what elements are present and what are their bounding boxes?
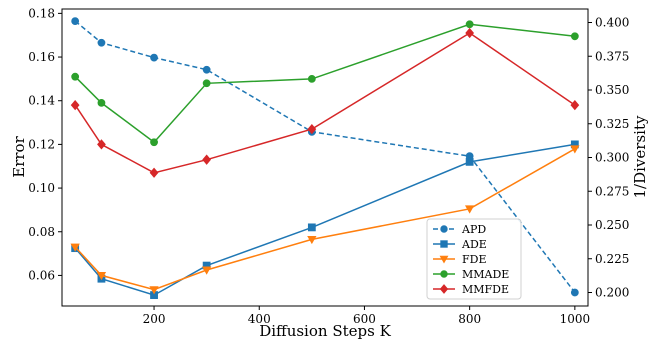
left-y-tick-label: 0.10 — [28, 181, 55, 195]
data-point-mmfde — [570, 99, 580, 111]
x-tick-label: 600 — [353, 312, 376, 326]
right-y-tick-label: 0.250 — [595, 218, 629, 232]
data-point-fde — [96, 272, 107, 281]
data-point-mmfde — [70, 99, 80, 111]
right-y-axis-title: 1/Diversity — [631, 115, 649, 198]
x-tick-label: 800 — [458, 312, 481, 326]
right-y-tick-label: 0.325 — [595, 117, 629, 131]
series-line-mmade — [74, 23, 575, 144]
data-point-mmfde — [307, 123, 317, 135]
data-point-fde — [70, 243, 80, 252]
series-mmade — [71, 20, 579, 147]
data-point-ade — [307, 223, 316, 232]
left-y-tick-label: 0.12 — [28, 137, 55, 151]
left-y-tick-label: 0.18 — [28, 6, 55, 20]
data-point-fde — [307, 235, 317, 245]
legend-label-mmfde: MMFDE — [462, 283, 509, 296]
right-y-tick-label: 0.375 — [595, 49, 629, 63]
legend-label-ade: ADE — [461, 238, 487, 251]
data-point-mmfde — [465, 27, 475, 39]
data-point-mmade — [570, 32, 579, 41]
data-point-mmade — [150, 138, 158, 147]
left-y-tick-label: 0.08 — [28, 225, 55, 239]
left-y-tick-label: 0.06 — [28, 268, 55, 282]
x-tick-label: 1000 — [560, 312, 591, 326]
legend-entry-mmade: MMADE — [433, 268, 509, 281]
data-point-fde — [149, 286, 159, 295]
data-point-apd — [202, 65, 211, 74]
legend-marker-apd — [440, 225, 448, 233]
right-y-tick-label: 0.300 — [595, 151, 629, 165]
data-point-mmade — [202, 79, 211, 88]
data-point-fde — [201, 266, 212, 275]
legend: APD ADE FDE MMADE MMFDE — [426, 218, 522, 300]
data-point-mmfde — [97, 139, 106, 150]
x-tick-label: 400 — [248, 312, 271, 326]
x-tick-label: 200 — [143, 312, 166, 326]
left-y-tick-label: 0.14 — [28, 94, 55, 108]
legend-box — [426, 218, 522, 300]
right-y-tick-label: 0.200 — [595, 286, 629, 300]
legend-label-mmade: MMADE — [462, 268, 509, 281]
legend-marker-ade — [440, 240, 448, 248]
right-y-tick-label: 0.400 — [595, 16, 629, 30]
data-point-fde — [570, 145, 580, 154]
data-point-mmade — [465, 20, 474, 29]
right-y-tick-label: 0.225 — [595, 252, 629, 266]
left-y-axis-ticks: 0.06 0.08 0.10 0.12 0.14 0.16 0.18 — [28, 6, 62, 282]
data-point-fde — [464, 205, 475, 214]
left-y-tick-label: 0.16 — [28, 50, 55, 64]
legend-label-apd: APD — [461, 223, 486, 236]
legend-entry-mmfde: MMFDE — [433, 283, 509, 296]
series-mmfde — [70, 27, 580, 178]
series-line-mmfde — [74, 32, 576, 174]
legend-label-fde: FDE — [462, 253, 486, 266]
legend-entry-ade: ADE — [433, 238, 487, 251]
data-point-mmade — [71, 72, 80, 81]
data-point-apd — [97, 38, 106, 47]
right-y-tick-label: 0.350 — [595, 83, 629, 97]
left-y-axis-title: Error — [10, 135, 28, 177]
x-axis-title: Diffusion Steps K — [259, 322, 391, 340]
data-point-apd — [71, 17, 80, 26]
data-point-apd — [570, 288, 579, 297]
data-point-mmfde — [202, 154, 212, 165]
data-point-apd — [150, 53, 158, 62]
legend-marker-mmade — [440, 270, 448, 278]
series-layer — [70, 17, 580, 299]
right-y-axis-ticks: 0.200 0.225 0.250 0.275 0.300 0.325 0.350 0.375… — [588, 16, 629, 300]
data-point-mmfde — [149, 167, 159, 178]
right-y-tick-label: 0.275 — [595, 184, 629, 198]
x-axis-ticks: 200 400 600 800 1000 — [143, 306, 591, 326]
data-point-mmade — [307, 74, 316, 83]
data-point-mmade — [97, 99, 106, 107]
legend-marker-mmfde — [439, 284, 449, 294]
series-apd — [71, 17, 579, 297]
legend-marker-fde — [439, 255, 449, 264]
data-point-ade — [465, 157, 474, 166]
legend-entry-apd: APD — [433, 223, 486, 236]
legend-entry-fde: FDE — [433, 253, 486, 266]
series-fde — [70, 145, 580, 295]
